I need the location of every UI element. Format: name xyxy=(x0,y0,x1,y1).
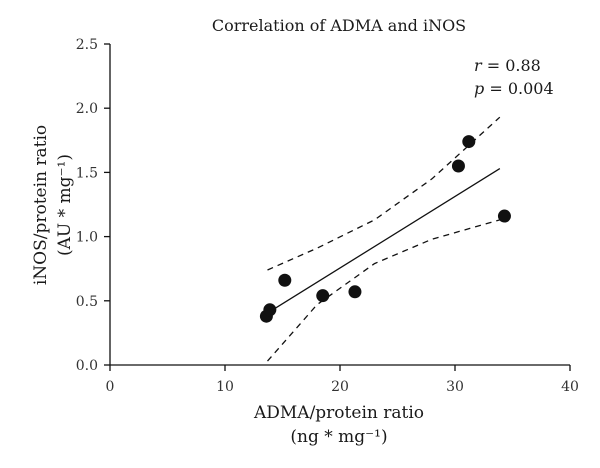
data-points xyxy=(259,135,511,323)
data-point xyxy=(462,135,476,149)
y-ticks: 0.0 0.5 1.0 1.5 2.0 2.5 xyxy=(76,37,110,374)
y-tick-label: 0.0 xyxy=(76,358,98,374)
y-tick-label: 2.5 xyxy=(76,37,98,53)
x-tick-label: 30 xyxy=(446,379,464,395)
y-tick-label: 1.0 xyxy=(76,230,98,246)
data-point xyxy=(348,285,362,299)
x-axis-label-line2: (ng * mg⁻¹) xyxy=(290,427,387,447)
y-tick-label: 2.0 xyxy=(76,101,98,117)
p-value: = 0.004 xyxy=(484,79,553,98)
p-annotation: p = 0.004 xyxy=(474,79,554,98)
r-annotation: r = 0.88 xyxy=(474,56,541,75)
data-point xyxy=(263,303,277,317)
ci-upper-line xyxy=(267,116,501,271)
y-axis-label-line2: (AU * mg⁻¹) xyxy=(55,154,75,256)
x-axis-label-line1: ADMA/protein ratio xyxy=(253,403,424,423)
data-point xyxy=(278,273,292,287)
x-tick-label: 20 xyxy=(331,379,349,395)
x-ticks: 0 10 20 30 40 xyxy=(106,365,579,395)
data-point xyxy=(316,289,330,303)
x-tick-label: 10 xyxy=(216,379,234,395)
data-point xyxy=(497,209,511,223)
x-tick-label: 0 xyxy=(106,379,115,395)
r-value: = 0.88 xyxy=(482,56,541,75)
y-tick-label: 1.5 xyxy=(76,165,98,181)
y-tick-label: 0.5 xyxy=(76,294,98,310)
data-point xyxy=(451,159,465,173)
r-symbol: r xyxy=(474,56,483,75)
x-tick-label: 40 xyxy=(561,379,579,395)
y-axis-label-line1: iNOS/protein ratio xyxy=(31,125,51,285)
stats-annotation: r = 0.88 p = 0.004 xyxy=(474,56,554,98)
chart-title: Correlation of ADMA and iNOS xyxy=(212,16,466,35)
ci-lower-line xyxy=(267,219,500,362)
confidence-bands xyxy=(267,116,501,362)
p-symbol: p xyxy=(474,79,484,98)
regression-line xyxy=(268,167,501,313)
